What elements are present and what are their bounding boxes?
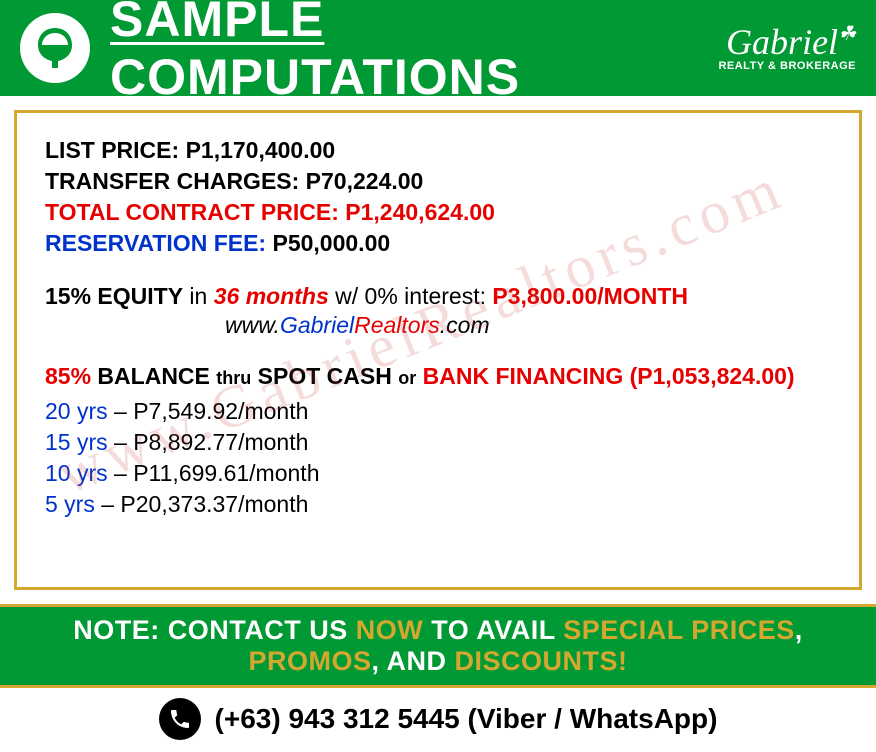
brand-name: Gabriel☘ bbox=[718, 24, 856, 60]
balance-pct: 85% bbox=[45, 363, 91, 389]
balance-thru: thru bbox=[216, 368, 251, 388]
term-rest-2: – P11,699.61/month bbox=[108, 460, 320, 486]
balance-amt: (P1,053,824.00) bbox=[630, 363, 795, 389]
term-row-0: 20 yrs – P7,549.92/month bbox=[45, 396, 831, 427]
note-p2: NOW bbox=[356, 615, 423, 645]
term-yrs-1: 15 yrs bbox=[45, 429, 108, 455]
reservation-label: RESERVATION FEE: bbox=[45, 230, 272, 256]
logo-icon bbox=[20, 13, 90, 83]
url-p4: .com bbox=[440, 312, 490, 338]
term-yrs-0: 20 yrs bbox=[45, 398, 108, 424]
list-price-label: LIST PRICE: bbox=[45, 137, 186, 163]
list-price-value: P1,170,400.00 bbox=[186, 137, 336, 163]
total-value: P1,240,624.00 bbox=[345, 199, 495, 225]
list-price-line: LIST PRICE: P1,170,400.00 bbox=[45, 135, 831, 166]
term-row-2: 10 yrs – P11,699.61/month bbox=[45, 458, 831, 489]
url-line: www.GabrielRealtors.com bbox=[45, 312, 831, 339]
term-rest-3: – P20,373.37/month bbox=[95, 491, 309, 517]
transfer-value: P70,224.00 bbox=[306, 168, 424, 194]
reservation-line: RESERVATION FEE: P50,000.00 bbox=[45, 228, 831, 259]
equity-amount: P3,800.00/MONTH bbox=[492, 283, 688, 309]
equity-in: in bbox=[183, 283, 214, 309]
balance-or: or bbox=[398, 368, 416, 388]
equity-pct: 15% EQUITY bbox=[45, 283, 183, 309]
brand-name-text: Gabriel bbox=[726, 22, 838, 62]
balance-header: 85% BALANCE thru SPOT CASH or BANK FINAN… bbox=[45, 361, 831, 392]
term-rest-1: – P8,892.77/month bbox=[108, 429, 309, 455]
note-p4: SPECIAL PRICES bbox=[563, 615, 795, 645]
term-yrs-3: 5 yrs bbox=[45, 491, 95, 517]
term-rest-0: – P7,549.92/month bbox=[108, 398, 309, 424]
balance-b2: SPOT CASH bbox=[251, 363, 398, 389]
transfer-label: TRANSFER CHARGES: bbox=[45, 168, 306, 194]
term-row-1: 15 yrs – P8,892.77/month bbox=[45, 427, 831, 458]
term-row-3: 5 yrs – P20,373.37/month bbox=[45, 489, 831, 520]
phone-icon bbox=[159, 698, 201, 740]
url-p3: Realtors bbox=[354, 312, 440, 338]
content-wrapper: www.GabrielRealtors.com LIST PRICE: P1,1… bbox=[0, 96, 876, 604]
url-p1: www. bbox=[225, 312, 280, 338]
contact-bar: (+63) 943 312 5445 (Viber / WhatsApp) bbox=[0, 688, 876, 752]
brand-tagline: REALTY & BROKERAGE bbox=[718, 60, 856, 72]
header-bar: SAMPLE COMPUTATIONS Gabriel☘ REALTY & BR… bbox=[0, 0, 876, 96]
note-p5: , bbox=[795, 615, 803, 645]
leaf-icon: ☘ bbox=[838, 24, 856, 44]
note-p6: PROMOS bbox=[248, 646, 371, 676]
note-p8: DISCOUNTS! bbox=[455, 646, 628, 676]
contact-phone: (+63) 943 312 5445 (Viber / WhatsApp) bbox=[215, 703, 718, 735]
note-p7: , AND bbox=[372, 646, 455, 676]
note-bar: NOTE: CONTACT US NOW TO AVAIL SPECIAL PR… bbox=[0, 604, 876, 688]
equity-months: 36 months bbox=[214, 283, 329, 309]
note-p1: NOTE: CONTACT US bbox=[73, 615, 355, 645]
url-p2: Gabriel bbox=[280, 312, 354, 338]
content-box: www.GabrielRealtors.com LIST PRICE: P1,1… bbox=[14, 110, 862, 590]
total-line: TOTAL CONTRACT PRICE: P1,240,624.00 bbox=[45, 197, 831, 228]
page-title: SAMPLE COMPUTATIONS bbox=[110, 0, 718, 106]
equity-terms: w/ 0% interest: bbox=[329, 283, 493, 309]
reservation-value: P50,000.00 bbox=[272, 230, 390, 256]
note-p3: TO AVAIL bbox=[423, 615, 563, 645]
balance-b3: BANK FINANCING bbox=[416, 363, 629, 389]
balance-b1: BALANCE bbox=[91, 363, 216, 389]
brand-block: Gabriel☘ REALTY & BROKERAGE bbox=[718, 24, 856, 72]
equity-line: 15% EQUITY in 36 months w/ 0% interest: … bbox=[45, 281, 831, 312]
transfer-line: TRANSFER CHARGES: P70,224.00 bbox=[45, 166, 831, 197]
total-label: TOTAL CONTRACT PRICE: bbox=[45, 199, 345, 225]
term-yrs-2: 10 yrs bbox=[45, 460, 108, 486]
